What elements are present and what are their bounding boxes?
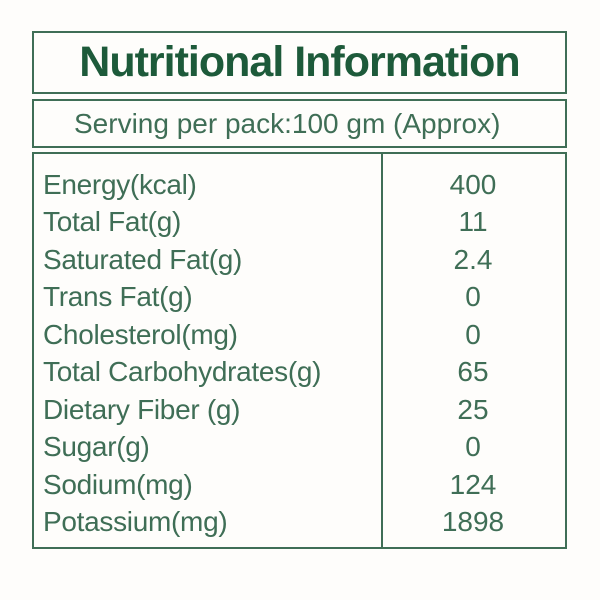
nutrient-label: Dietary Fiber (g) — [43, 393, 241, 425]
nutrient-label: Energy(kcal) — [43, 168, 197, 200]
nutrient-value: 124 — [449, 468, 497, 500]
nutrient-value: 1898 — [441, 506, 505, 538]
nutrient-label: Potassium(mg) — [43, 506, 228, 538]
nutrient-value: 25 — [457, 393, 489, 425]
title-section: Nutritional Information — [32, 31, 567, 94]
nutrient-label: Total Fat(g) — [43, 206, 181, 238]
nutrient-label: Total Carbohydrates(g) — [43, 356, 322, 388]
serving-section: Serving per pack:100 gm (Approx) — [32, 99, 567, 148]
nutrition-table-grid: Energy(kcal) 400 Total Fat(g) 11 Saturat… — [34, 154, 565, 547]
nutrient-value: 0 — [465, 431, 481, 463]
nutrient-value: 400 — [449, 168, 497, 200]
nutrition-table: Energy(kcal) 400 Total Fat(g) 11 Saturat… — [32, 152, 567, 549]
nutrient-value: 0 — [465, 281, 481, 313]
nutrient-value: 65 — [457, 356, 489, 388]
nutrient-value: 11 — [458, 206, 488, 238]
column-divider — [381, 154, 383, 547]
nutrient-value: 0 — [465, 318, 481, 350]
nutrient-label: Trans Fat(g) — [43, 281, 193, 313]
serving-text: Serving per pack:100 gm (Approx) — [74, 107, 501, 139]
nutrient-label: Cholesterol(mg) — [43, 318, 238, 350]
nutrient-label: Saturated Fat(g) — [43, 243, 243, 275]
page-title: Nutritional Information — [79, 38, 520, 86]
nutrient-label: Sugar(g) — [43, 431, 150, 463]
nutrient-label: Sodium(mg) — [43, 468, 193, 500]
nutrient-value: 2.4 — [453, 243, 493, 275]
nutrition-label: Nutritional Information Serving per pack… — [32, 31, 567, 549]
